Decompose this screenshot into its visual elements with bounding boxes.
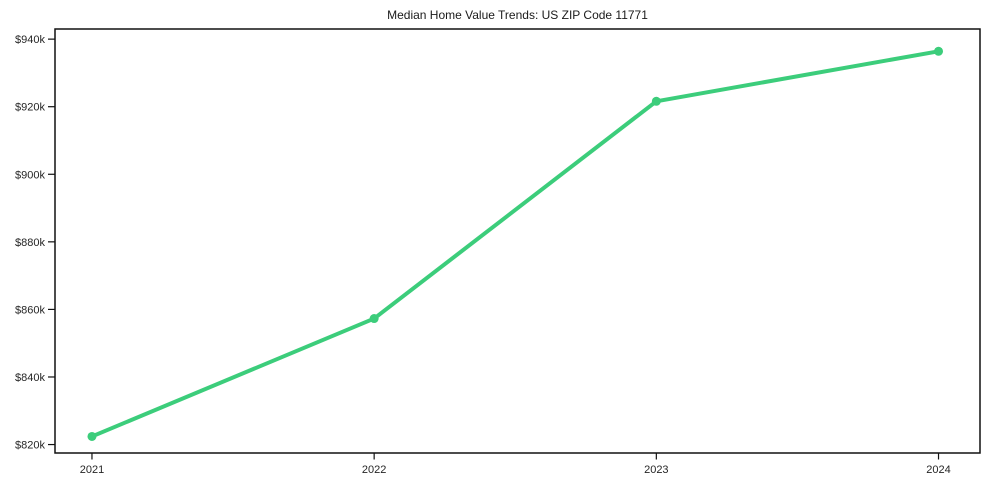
data-point-2023	[651, 96, 661, 106]
trend-line	[89, 49, 941, 439]
x-tick-label: 2022	[362, 464, 386, 476]
y-tick-label: $840k	[15, 372, 45, 384]
y-tick-label: $920k	[15, 102, 45, 114]
y-tick-label: $880k	[15, 237, 45, 249]
chart-title: Median Home Value Trends: US ZIP Code 11…	[387, 8, 648, 22]
x-tick-label: 2021	[80, 464, 104, 476]
x-tick-label: 2024	[926, 464, 950, 476]
y-tick-label: $940k	[15, 34, 45, 46]
y-tick-label: $860k	[15, 304, 45, 316]
y-tick-label: $820k	[15, 440, 45, 452]
data-point-2022	[369, 314, 379, 324]
y-tick-label: $900k	[15, 169, 45, 181]
series-layer	[87, 46, 944, 441]
data-point-2024	[934, 46, 944, 56]
axes-layer: $820k $840k $860k $880k $900k $920k $940k 2021 2…	[15, 28, 981, 476]
data-point-2021	[87, 431, 97, 441]
plot-border	[54, 28, 981, 454]
x-tick-label: 2023	[644, 464, 668, 476]
